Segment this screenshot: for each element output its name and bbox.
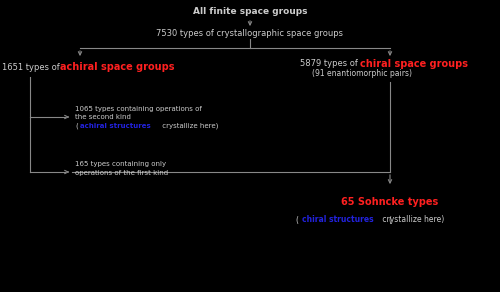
Text: (: ( <box>75 123 78 129</box>
Text: chiral space groups: chiral space groups <box>360 59 468 69</box>
Text: 65 Sohncke types: 65 Sohncke types <box>342 197 438 207</box>
Text: 1651 types of: 1651 types of <box>2 62 62 72</box>
Text: 165 types containing only: 165 types containing only <box>75 161 166 167</box>
Text: 7530 types of crystallographic space groups: 7530 types of crystallographic space gro… <box>156 29 344 39</box>
Text: (: ( <box>295 215 298 225</box>
Text: achiral structures: achiral structures <box>80 123 151 129</box>
Text: crystallize here): crystallize here) <box>160 123 218 129</box>
Text: (91 enantiomorphic pairs): (91 enantiomorphic pairs) <box>312 69 412 79</box>
Text: All finite space groups: All finite space groups <box>193 8 307 17</box>
Text: achiral space groups: achiral space groups <box>60 62 174 72</box>
Text: (: ( <box>388 215 392 225</box>
Text: 1065 types containing operations of: 1065 types containing operations of <box>75 106 202 112</box>
Text: chiral structures: chiral structures <box>302 215 374 225</box>
Text: 5879 types of: 5879 types of <box>300 60 360 69</box>
Text: operations of the first kind: operations of the first kind <box>75 170 168 176</box>
Text: the second kind: the second kind <box>75 114 131 120</box>
Text: crystallize here): crystallize here) <box>380 215 444 225</box>
